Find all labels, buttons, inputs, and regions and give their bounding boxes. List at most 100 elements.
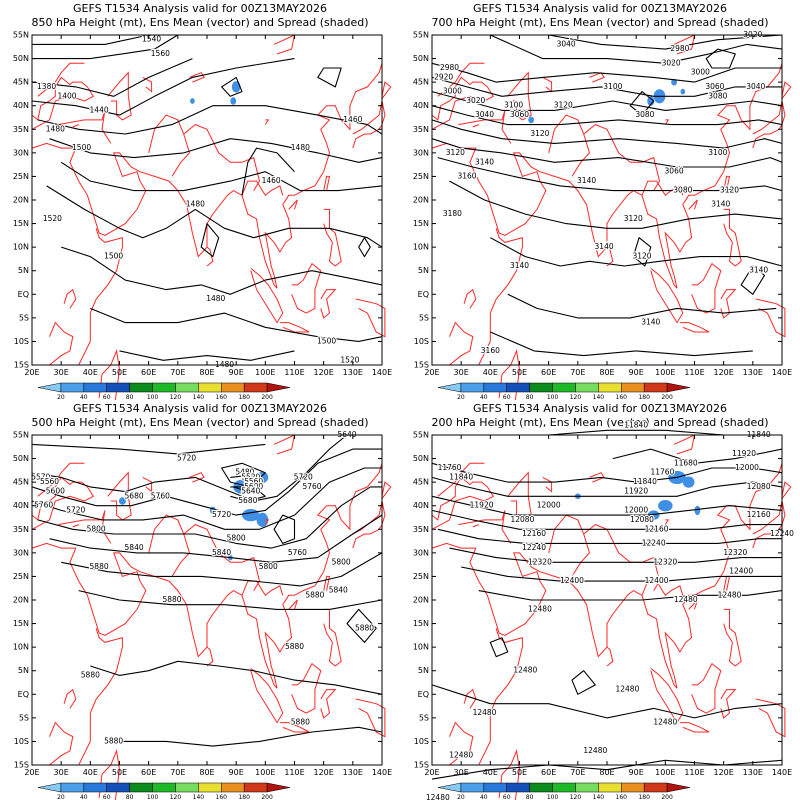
coastline — [723, 175, 731, 191]
coastlines — [431, 434, 792, 800]
colorbar-swatch — [460, 782, 485, 793]
lon-tick-label: 140E — [372, 368, 392, 377]
coastline — [288, 599, 298, 610]
colorbar-swatch — [598, 782, 622, 793]
lon-axis: 20E 30E 40E 50E 60E 70E 80E 90E 100E 110E 120E 130E… — [424, 35, 792, 377]
lat-tick-label: 5S — [19, 713, 29, 722]
coastline — [472, 524, 479, 528]
contour-label: 12000 — [537, 501, 561, 510]
coastline — [589, 72, 605, 83]
coastline — [688, 199, 698, 210]
height-contours — [31, 34, 383, 361]
lat-tick-label: 35N — [413, 525, 429, 534]
coastline — [189, 472, 205, 483]
contour-label: 12160 — [747, 510, 771, 519]
colorbar-label: 100 — [147, 394, 159, 400]
height-contour — [705, 48, 736, 69]
lon-tick-label: 90E — [229, 768, 244, 777]
colorbar-label: 20 — [57, 394, 65, 400]
contour-label: 1560 — [151, 49, 170, 58]
coastline — [467, 63, 783, 289]
colorbar-label: 40 — [480, 394, 488, 400]
colorbar-label: 200 — [261, 794, 273, 800]
spread-blob — [680, 88, 686, 95]
colorbar-label: 100 — [547, 394, 559, 400]
coastline — [688, 599, 698, 610]
coastline — [323, 175, 331, 191]
contour-label: 5840 — [125, 543, 144, 552]
coastline — [679, 722, 710, 733]
colorbar-label: 80 — [126, 794, 134, 800]
height-contours — [31, 434, 383, 747]
coastline — [355, 298, 386, 338]
colorbar-swatch — [83, 782, 107, 793]
height-contours — [431, 429, 783, 780]
lat-tick-label: 10S — [14, 337, 29, 346]
height-contour — [612, 448, 783, 464]
colorbar-label: 80 — [126, 394, 134, 400]
colorbar-label: 20 — [57, 794, 65, 800]
lat-tick-label: 40N — [413, 501, 429, 510]
height-contour — [31, 58, 193, 97]
height-contour — [90, 660, 383, 695]
contour-label: 5760 — [288, 548, 307, 557]
contour-label: 5880 — [81, 670, 100, 679]
contour-labels: 5720564054805520556056005640568057205760… — [30, 429, 375, 747]
lat-tick-label: 5S — [19, 313, 29, 322]
contour-label: 11920 — [732, 449, 756, 458]
height-contour — [490, 34, 783, 64]
coastline — [323, 575, 331, 591]
lat-tick-label: 40N — [13, 501, 29, 510]
contour-label: 12320 — [653, 557, 677, 566]
coastline — [650, 668, 684, 724]
height-contour — [478, 590, 783, 601]
colorbar-swatch — [643, 382, 668, 393]
height-contours — [431, 34, 783, 357]
lon-tick-label: 130E — [743, 368, 763, 377]
height-contour — [90, 307, 383, 342]
coastline — [381, 81, 392, 99]
contour-label: 5680 — [125, 491, 144, 500]
contour-label: 1460 — [262, 176, 281, 185]
height-contour — [431, 91, 783, 111]
coastline — [478, 228, 523, 366]
lon-tick-label: 40E — [83, 768, 98, 777]
coastline — [264, 519, 270, 525]
colorbar-label: 180 — [238, 794, 250, 800]
colorbar-swatch — [506, 782, 530, 793]
coastline — [606, 646, 614, 667]
coastline — [72, 524, 79, 528]
coastline — [548, 514, 591, 577]
contour-label: 5800 — [227, 534, 246, 543]
height-contour — [740, 265, 766, 295]
height-contour — [431, 119, 783, 149]
height-contour — [49, 138, 383, 163]
panel-850hpa: GEFS T1534 Analysis valid for 00Z13MAY20… — [0, 0, 400, 400]
lon-tick-label: 30E — [54, 768, 69, 777]
height-contour — [37, 105, 383, 135]
contour-label: 3040 — [557, 39, 576, 48]
coastline — [431, 76, 495, 130]
colorbar-label: 180 — [638, 394, 650, 400]
contour-label: 1480 — [46, 124, 65, 133]
contour-label: 3100 — [504, 101, 523, 110]
contour-label: 3120 — [446, 148, 465, 157]
contour-label: 3140 — [641, 318, 660, 327]
map-500hpa: 5720564054805520556056005640568057205760… — [13, 429, 392, 800]
coastline — [467, 463, 783, 689]
coastline — [752, 100, 786, 149]
coastline — [78, 228, 123, 366]
contour-label: 3140 — [510, 261, 529, 270]
spread-blob — [190, 98, 195, 104]
map-200hpa: 1184011840119201168012000117601176011840… — [413, 419, 795, 800]
lat-tick-label: 25N — [413, 172, 429, 181]
coastline — [148, 114, 191, 177]
colorbar: 20 40 60 80 100 120 140 160 180 200 — [37, 382, 291, 400]
lon-tick-label: 30E — [454, 768, 469, 777]
coastline — [291, 262, 322, 314]
contour-label: 3100 — [603, 82, 622, 91]
spread-blob — [671, 78, 677, 86]
contour-label: 3080 — [708, 91, 727, 100]
contour-label: 5840 — [212, 548, 231, 557]
